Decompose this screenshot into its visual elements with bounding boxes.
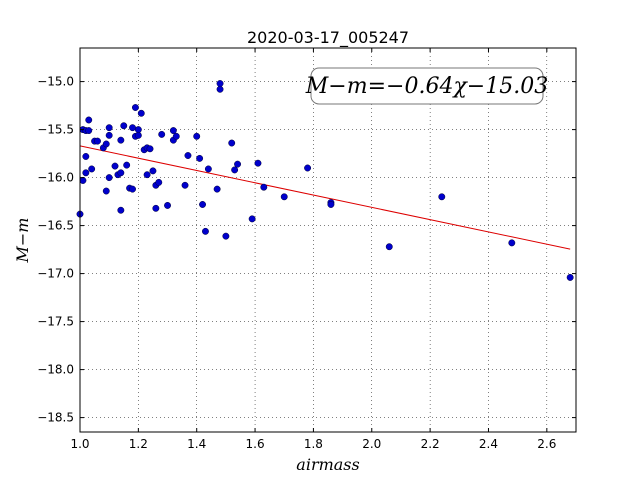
- data-point: [152, 204, 160, 212]
- data-point: [199, 201, 206, 208]
- y-tick-label: −17.5: [37, 315, 74, 329]
- fit-equation-box: M−m=−0.64χ−15.03: [305, 67, 548, 105]
- data-point: [137, 109, 145, 117]
- data-point: [129, 124, 136, 132]
- data-point: [158, 130, 166, 138]
- data-point: [169, 127, 177, 135]
- axis-ticks: 1.0 1.2 1.4 1.6 1.8 2.0 2.2 2.4 2.6 −15.0 −15.5 −16…: [37, 48, 576, 451]
- data-point: [327, 201, 335, 208]
- data-point: [117, 136, 125, 144]
- y-tick-label: −15.0: [37, 75, 74, 89]
- data-point: [146, 145, 154, 153]
- data-point: [385, 243, 393, 251]
- y-tick-label: −18.0: [37, 363, 74, 377]
- x-tick-label: 1.8: [304, 437, 323, 451]
- x-tick-label: 2.0: [362, 437, 381, 451]
- data-point: [105, 124, 113, 132]
- data-point: [216, 85, 224, 93]
- y-tick-label: −15.5: [37, 123, 74, 137]
- x-tick-label: 2.2: [421, 437, 440, 451]
- data-point: [94, 137, 101, 145]
- fit-line-layer: [79, 145, 571, 250]
- data-point: [134, 126, 142, 134]
- x-tick-label: 1.2: [129, 437, 148, 451]
- y-axis-label: M−m: [13, 218, 32, 264]
- data-point: [82, 153, 90, 160]
- data-point: [193, 132, 201, 140]
- fit-line: [79, 145, 571, 250]
- chart-title: 2020-03-17_005247: [247, 28, 409, 48]
- data-point: [155, 178, 163, 186]
- y-tick-label: −16.5: [37, 219, 74, 233]
- data-point: [143, 171, 151, 179]
- x-tick-label: 1.0: [70, 437, 89, 451]
- data-point: [102, 187, 110, 195]
- x-tick-label: 1.6: [246, 437, 265, 451]
- data-point: [123, 161, 131, 169]
- fit-equation: M−m=−0.64χ−15.03: [305, 74, 548, 99]
- data-point: [216, 80, 224, 87]
- data-point: [134, 131, 142, 139]
- x-tick-label: 2.4: [479, 437, 498, 451]
- data-point: [248, 215, 256, 223]
- data-point: [79, 177, 87, 184]
- plot-frame: [79, 47, 577, 433]
- y-tick-label: −18.5: [37, 411, 74, 425]
- data-point: [222, 232, 230, 240]
- data-point: [304, 164, 312, 172]
- data-point: [117, 206, 125, 214]
- data-point: [204, 165, 212, 173]
- data-point: [131, 104, 139, 111]
- data-point: [231, 166, 239, 174]
- data-point: [85, 116, 93, 124]
- data-point: [117, 169, 125, 177]
- data-point: [129, 185, 136, 193]
- y-tick-label: −17.0: [37, 267, 74, 281]
- data-point: [111, 162, 119, 170]
- x-tick-label: 1.4: [187, 437, 206, 451]
- data-point: [149, 167, 157, 175]
- data-point: [105, 131, 113, 139]
- data-point: [213, 185, 221, 193]
- data-point: [508, 239, 516, 247]
- data-point: [102, 140, 110, 148]
- data-point: [184, 152, 192, 159]
- data-point: [234, 160, 242, 168]
- y-tick-label: −16.0: [37, 171, 74, 185]
- data-point: [202, 227, 209, 235]
- data-point: [164, 201, 171, 209]
- data-point: [85, 127, 93, 135]
- data-point: [82, 169, 90, 177]
- data-point: [105, 174, 113, 182]
- data-point: [88, 165, 96, 173]
- data-point: [438, 193, 446, 201]
- data-point: [280, 193, 288, 201]
- data-point: [172, 132, 180, 140]
- data-point: [254, 159, 262, 167]
- data-points: [76, 80, 574, 281]
- x-axis-label: airmass: [296, 455, 359, 474]
- data-point: [228, 139, 236, 147]
- grid: [79, 48, 576, 432]
- x-tick-label: 2.6: [537, 437, 556, 451]
- data-point: [566, 273, 574, 281]
- data-point: [120, 122, 128, 130]
- data-point: [196, 154, 204, 162]
- data-point: [181, 181, 189, 189]
- data-point: [260, 183, 268, 191]
